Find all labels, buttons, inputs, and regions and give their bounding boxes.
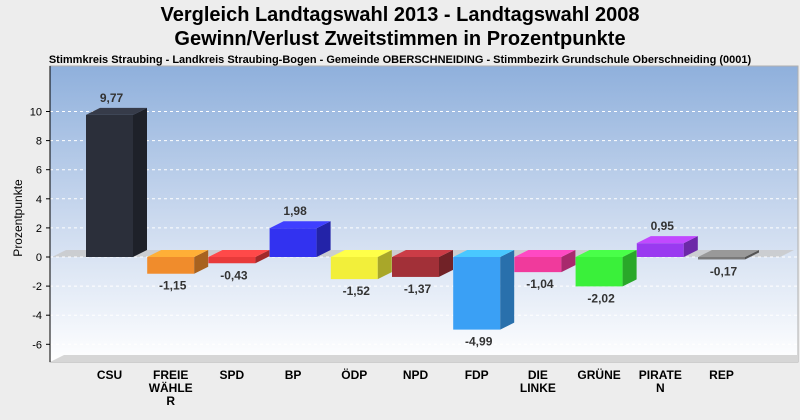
bar-side [439,250,453,277]
bar [698,250,759,260]
category-label: CSU [97,368,122,382]
bar-top [269,221,331,229]
plot-floor [50,355,798,362]
category-label: NPD [403,368,429,382]
y-tick-label: 10 [30,107,42,119]
y-tick-label: 0 [36,252,42,264]
bar [514,250,576,273]
bar [453,250,515,330]
bar-front [208,257,256,264]
bar [269,221,331,257]
value-label: -1,52 [343,284,371,298]
bar-side [133,107,147,257]
value-label: -0,43 [220,268,248,282]
bar-side [500,250,515,330]
bar-top [636,236,698,244]
y-axis-title: Prozentpunkte [11,179,25,257]
category-label: DIE [528,368,548,382]
bar-side [316,221,331,257]
bar-front [698,257,745,260]
bar [86,107,147,257]
chart-title-line-2: Gewinn/Verlust Zweitstimmen in Prozentpu… [174,28,626,50]
y-tick-label: -2 [32,281,42,293]
bar-top [514,250,576,257]
bar [636,236,698,257]
bar-side [194,250,209,274]
y-tick-label: -6 [32,339,42,351]
y-tick-label: 6 [36,165,42,177]
value-label: 1,98 [283,204,307,218]
bar-top [330,250,392,257]
value-label: -4,99 [465,335,493,349]
value-label: -2,02 [587,291,615,305]
category-label: GRÜNE [577,367,620,382]
chart-title-line-1: Vergleich Landtagswahl 2013 - Landtagswa… [160,4,640,26]
bars [86,107,759,330]
bar [208,250,270,264]
bar-front [330,257,378,280]
chart-description: Stimmkreis Straubing - Landkreis Straubi… [48,54,752,66]
bar-front [636,243,684,257]
bar-front [392,257,439,277]
bar-side [377,250,392,280]
bar-top [575,250,637,257]
value-label: -1,04 [526,277,554,291]
plot-background [49,65,799,363]
category-label: REP [709,368,734,382]
category-label: N [656,381,665,395]
y-axis-ticks: -6 -4 -2 0 2 4 6 8 10 [30,66,51,362]
bar-side [561,250,576,273]
bar-side [745,250,759,260]
category-label: LINKE [520,381,556,395]
category-label: FREIE [153,368,188,382]
bar-top [147,250,209,257]
value-label: -1,15 [159,279,187,293]
category-label: R [166,394,175,408]
bar-front [269,228,317,257]
bar-side [255,250,270,264]
bar-top [453,250,515,257]
bar-front [514,257,562,273]
y-tick-label: -4 [32,310,42,322]
category-label: ÖDP [341,367,367,382]
value-label: -0,17 [710,264,738,278]
value-label: 9,77 [100,91,124,105]
bar-top [208,250,270,257]
bar-top [392,250,453,257]
bar [147,250,209,274]
bar [575,250,637,287]
bar-front [453,257,501,330]
bar-side [683,236,698,257]
bar-front [575,257,623,287]
bar [330,250,392,280]
y-tick-label: 2 [36,223,42,235]
y-tick-label: 8 [36,136,42,148]
plot-area [49,65,799,363]
category-label: FDP [465,368,489,382]
bar-top [698,250,759,257]
category-label: WÄHLE [149,380,193,395]
bar-front [147,257,195,274]
value-label: -1,37 [404,282,432,296]
bar [392,250,453,277]
category-label: PIRATE [639,368,682,382]
bar-top [86,107,147,115]
value-label: 0,95 [651,219,675,233]
category-label: BP [285,368,302,382]
y-tick-label: 4 [36,194,42,206]
value-labels: 9,77 -1,15 -0,43 1,98 -1,52 -1,37 -4,99 -1,04 -2… [100,91,738,349]
bar-front [86,114,133,257]
category-label: SPD [220,368,245,382]
bar-side [622,250,637,287]
